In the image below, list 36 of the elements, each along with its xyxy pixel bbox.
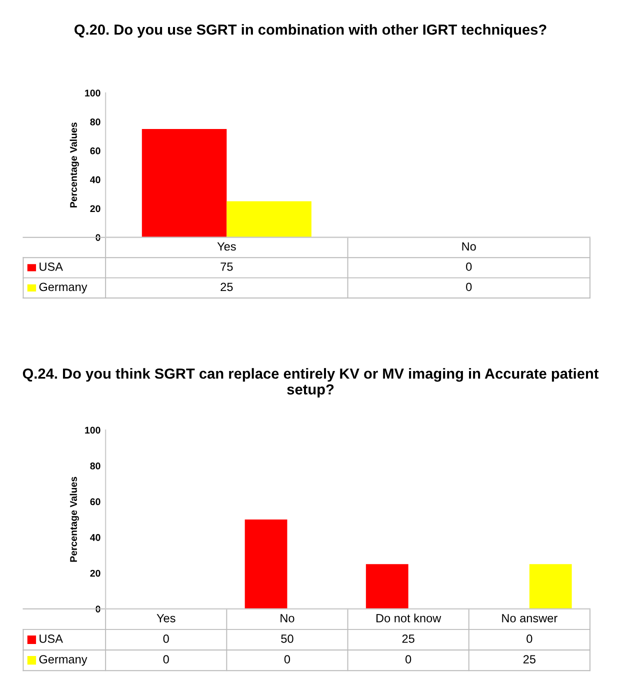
data-label: 0 [526, 634, 532, 643]
x-tick-label: Yes [217, 242, 236, 251]
data-label: 0 [405, 655, 412, 664]
data-label: 0 [466, 282, 472, 292]
y-tick-label: 60 [90, 498, 100, 506]
y-tick-label: 40 [90, 534, 100, 541]
data-label: 0 [163, 655, 169, 664]
legend-label: USA [40, 634, 63, 643]
legend-label: Germany [39, 655, 88, 666]
legend-label: Germany [39, 282, 88, 294]
y-axis-title: Percentage Values [70, 476, 79, 562]
x-tick-label: No [280, 614, 294, 622]
data-label: 25 [220, 282, 233, 292]
y-tick-label: 80 [90, 462, 100, 470]
data-label: 25 [523, 655, 536, 664]
data-label: 25 [402, 634, 414, 643]
y-tick-label: 100 [85, 90, 100, 96]
data-label: 50 [281, 634, 294, 643]
x-tick-label: Yes [156, 614, 176, 622]
x-tick-label: No [462, 242, 476, 251]
data-label: 0 [284, 655, 290, 664]
x-tick-label: No answer [502, 614, 558, 622]
y-tick-label: 40 [90, 176, 100, 184]
y-tick-label: 20 [90, 205, 100, 212]
legend-label: USA [40, 262, 63, 271]
data-label: 75 [220, 262, 233, 271]
data-label: 0 [163, 634, 169, 643]
y-tick-label: 20 [90, 570, 100, 577]
y-tick-label: 80 [90, 118, 100, 126]
chart-title: Q.24. Do you think SGRT can replace entirely KV or MV imaging in Accurate patient setup? [22, 368, 599, 398]
data-label: 0 [466, 262, 472, 271]
x-tick-label: Do not know [376, 614, 442, 622]
y-tick-label: 60 [90, 147, 100, 154]
chart-title: Q.20. Do you use SGRT in combination with other IGRT techniques? [74, 24, 546, 38]
y-axis-title: Percentage Values [70, 122, 79, 208]
y-tick-label: 100 [85, 426, 100, 434]
